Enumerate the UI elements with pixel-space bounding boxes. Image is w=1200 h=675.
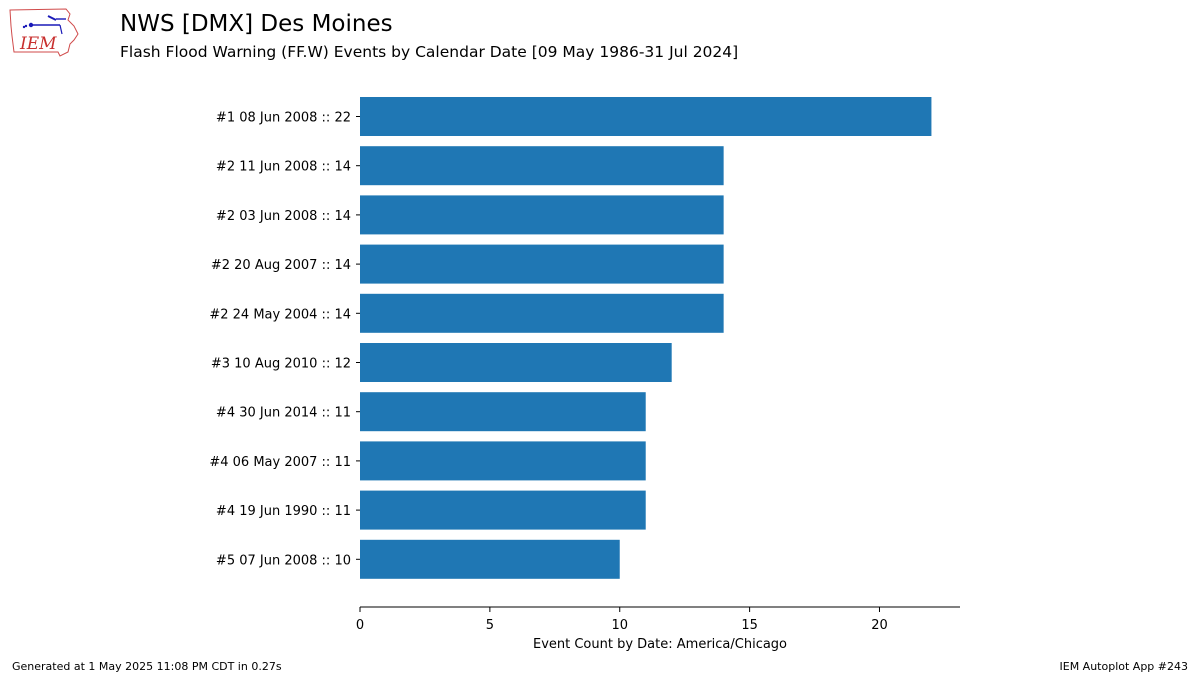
y-tick-label-8: #4 06 May 2007 :: 11: [209, 455, 351, 470]
y-tick-label-4: #2 20 Aug 2007 :: 14: [211, 258, 351, 273]
bar-7: [360, 392, 646, 432]
bar-5: [360, 293, 724, 333]
y-tick-label-6: #3 10 Aug 2010 :: 12: [211, 357, 351, 372]
chart-title: NWS [DMX] Des Moines: [120, 11, 393, 37]
y-tick-label-3: #2 03 Jun 2008 :: 14: [216, 209, 351, 224]
y-tick-label-7: #4 30 Jun 2014 :: 11: [216, 406, 351, 421]
generated-timestamp: Generated at 1 May 2025 11:08 PM CDT in …: [12, 660, 282, 673]
bar-10: [360, 539, 620, 579]
bar-8: [360, 441, 646, 481]
logo-text: IEM: [19, 34, 57, 54]
bar-3: [360, 195, 724, 235]
y-tick-label-2: #2 11 Jun 2008 :: 14: [216, 160, 351, 175]
y-tick-label-10: #5 07 Jun 2008 :: 10: [216, 553, 351, 568]
x-tick-label-15: 15: [741, 618, 758, 633]
bar-9: [360, 490, 646, 530]
app-id-label: IEM Autoplot App #243: [1059, 660, 1189, 673]
x-axis-label: Event Count by Date: America/Chicago: [533, 637, 787, 652]
y-tick-label-9: #4 19 Jun 1990 :: 11: [216, 504, 351, 519]
iem-logo: IEM: [9, 8, 79, 57]
bar-4: [360, 244, 724, 284]
chart-subtitle: Flash Flood Warning (FF.W) Events by Cal…: [120, 43, 739, 61]
x-tick-label-20: 20: [871, 618, 888, 633]
x-tick-label-5: 5: [486, 618, 494, 633]
x-tick-label-0: 0: [356, 618, 364, 633]
bar-1: [360, 97, 932, 136]
bar-2: [360, 146, 724, 186]
x-tick-label-10: 10: [611, 618, 628, 633]
y-tick-label-5: #2 24 May 2004 :: 14: [209, 307, 351, 322]
y-tick-label-1: #1 08 Jun 2008 :: 22: [216, 111, 351, 126]
bar-6: [360, 343, 672, 382]
iowa-outline-icon: [9, 8, 79, 57]
